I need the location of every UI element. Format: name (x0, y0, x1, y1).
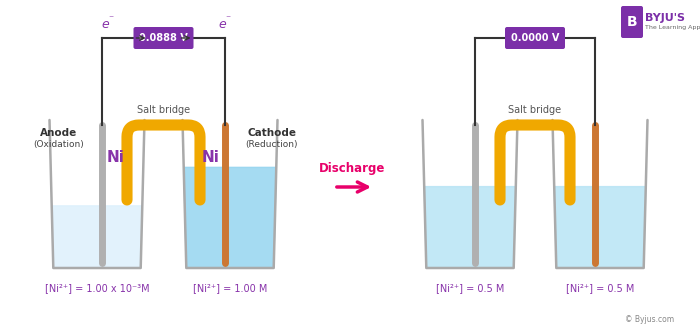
Text: BYJU'S: BYJU'S (645, 13, 685, 23)
FancyBboxPatch shape (134, 27, 193, 49)
Text: Salt bridge: Salt bridge (137, 105, 190, 115)
FancyBboxPatch shape (621, 6, 643, 38)
Text: [Ni²⁺] = 0.5 M: [Ni²⁺] = 0.5 M (436, 283, 504, 293)
Text: ⁻: ⁻ (225, 14, 230, 24)
Text: e: e (101, 18, 109, 30)
Text: 0.0888 V: 0.0888 V (139, 33, 188, 43)
Polygon shape (183, 167, 276, 268)
Text: [Ni²⁺] = 0.5 M: [Ni²⁺] = 0.5 M (566, 283, 634, 293)
Text: [Ni²⁺] = 1.00 x 10⁻³M: [Ni²⁺] = 1.00 x 10⁻³M (45, 283, 149, 293)
Text: ⁻: ⁻ (108, 14, 113, 24)
Text: Discharge: Discharge (318, 162, 385, 175)
Text: e: e (218, 18, 226, 30)
Text: Ni: Ni (107, 150, 125, 165)
Text: (Reduction): (Reduction) (246, 140, 298, 149)
Text: [Ni²⁺] = 1.00 M: [Ni²⁺] = 1.00 M (193, 283, 267, 293)
FancyBboxPatch shape (505, 27, 565, 49)
Text: B: B (626, 15, 637, 29)
Text: Salt bridge: Salt bridge (508, 105, 561, 115)
Polygon shape (52, 206, 142, 268)
Text: Anode: Anode (41, 128, 78, 138)
Text: 0.0000 V: 0.0000 V (511, 33, 559, 43)
Polygon shape (424, 187, 516, 268)
Text: (Oxidation): (Oxidation) (34, 140, 85, 149)
Text: Ni: Ni (202, 150, 220, 165)
Polygon shape (554, 187, 646, 268)
Text: The Learning App: The Learning App (645, 26, 700, 30)
Text: Cathode: Cathode (248, 128, 297, 138)
Text: © Byjus.com: © Byjus.com (625, 316, 675, 324)
